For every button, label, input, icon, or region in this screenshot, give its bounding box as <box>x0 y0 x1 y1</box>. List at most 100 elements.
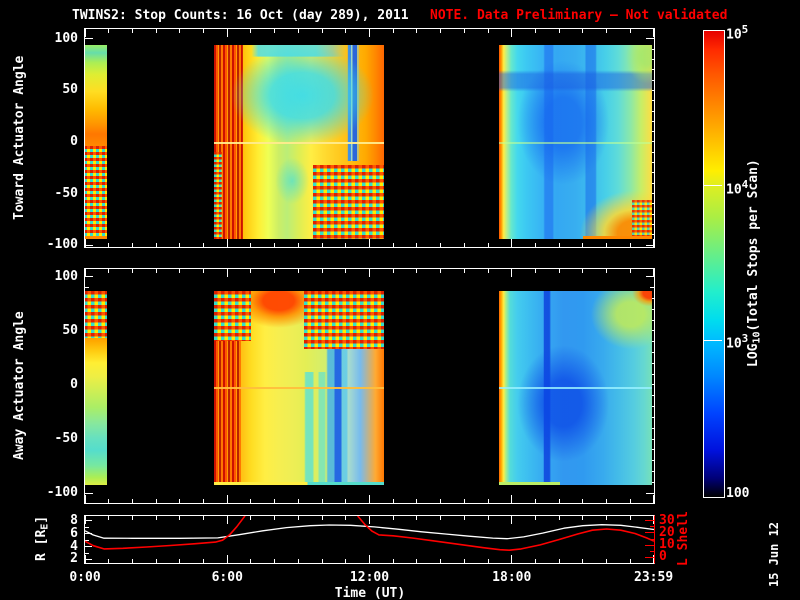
away-spectrogram-panel <box>84 268 655 504</box>
x-minor-tick <box>203 29 205 33</box>
x-minor-tick <box>582 29 584 33</box>
x-minor-tick <box>416 269 418 273</box>
x-minor-tick <box>606 559 608 563</box>
y-tick-label: -100 <box>46 485 78 501</box>
x-minor-tick <box>274 269 276 273</box>
y-major-tick <box>646 38 654 40</box>
y-major-tick <box>85 38 93 40</box>
x-minor-tick <box>131 516 133 520</box>
y-minor-tick <box>85 287 89 289</box>
x-minor-tick <box>131 243 133 247</box>
block-detail <box>583 236 653 239</box>
x-minor-tick <box>487 269 489 273</box>
x-major-tick <box>85 495 86 503</box>
x-major-tick <box>369 516 370 524</box>
spectrogram-data-block <box>499 291 653 485</box>
x-minor-tick <box>463 29 465 33</box>
x-minor-tick <box>392 499 394 503</box>
x-minor-tick <box>534 243 536 247</box>
colorbar-exponent: 4 <box>741 177 749 191</box>
x-minor-tick <box>416 29 418 33</box>
x-minor-tick <box>582 499 584 503</box>
x-minor-tick <box>179 499 181 503</box>
r-tick-label: 6 <box>70 525 78 541</box>
block-detail <box>213 482 385 485</box>
x-minor-tick <box>203 499 205 503</box>
x-minor-tick <box>392 516 394 520</box>
x-major-tick <box>511 516 513 524</box>
l-shell-line <box>356 516 654 552</box>
y-tick-label: -100 <box>46 237 78 253</box>
x-minor-tick <box>345 29 347 33</box>
x-minor-tick <box>534 559 536 563</box>
y-major-tick <box>646 492 654 494</box>
y-major-tick <box>85 276 93 278</box>
noise-region <box>85 145 108 237</box>
x-minor-tick <box>487 559 489 563</box>
colorbar-tick-label: 105 <box>726 23 749 43</box>
r-re-line <box>85 524 654 540</box>
x-minor-tick <box>203 243 205 247</box>
y-major-tick <box>646 244 654 246</box>
x-minor-tick <box>274 516 276 520</box>
x-major-tick <box>85 29 86 37</box>
noise-region <box>213 291 252 342</box>
x-minor-tick <box>179 269 181 273</box>
x-minor-tick <box>606 499 608 503</box>
y-tick-label: 0 <box>70 376 78 392</box>
l-minor-tick <box>650 550 654 552</box>
date-stamp: 15 Jun 12 <box>767 521 781 587</box>
x-minor-tick <box>487 29 489 33</box>
x-minor-tick <box>416 243 418 247</box>
x-tick-label: 23:59 <box>634 570 674 585</box>
y-tick-label: 100 <box>54 268 78 284</box>
y-tick-label: 0 <box>70 133 78 149</box>
x-minor-tick <box>392 559 394 563</box>
x-minor-tick <box>345 499 347 503</box>
x-minor-tick <box>108 243 110 247</box>
colorbar-tick <box>704 339 722 341</box>
colorbar-tick-label: 104 <box>726 177 749 197</box>
x-minor-tick <box>155 516 157 520</box>
x-major-tick <box>226 29 228 37</box>
x-minor-tick <box>274 243 276 247</box>
x-tick-label: 6:00 <box>211 570 243 585</box>
x-minor-tick <box>392 269 394 273</box>
x-minor-tick <box>321 559 323 563</box>
x-minor-tick <box>606 243 608 247</box>
x-minor-tick <box>274 559 276 563</box>
r-tick-label: 4 <box>70 538 78 554</box>
x-minor-tick <box>629 269 631 273</box>
x-minor-tick <box>463 499 465 503</box>
spectrogram-data-block <box>499 45 653 239</box>
x-minor-tick <box>155 29 157 33</box>
x-minor-tick <box>131 29 133 33</box>
x-minor-tick <box>392 243 394 247</box>
l-shell-line <box>85 516 246 550</box>
x-minor-tick <box>629 499 631 503</box>
l-minor-tick <box>650 526 654 528</box>
x-minor-tick <box>558 243 560 247</box>
x-minor-tick <box>203 559 205 563</box>
colorbar-axis-label: LOG10(Total Stops per Scan) <box>746 159 763 367</box>
x-minor-tick <box>345 559 347 563</box>
x-minor-tick <box>606 269 608 273</box>
x-minor-tick <box>131 499 133 503</box>
r-major-tick <box>85 558 92 560</box>
block-detail <box>499 387 653 390</box>
colorbar-exponent: 5 <box>741 23 749 36</box>
y-major-tick <box>85 492 93 494</box>
x-major-tick <box>653 269 654 277</box>
y-tick-label: 50 <box>62 82 78 98</box>
x-minor-tick <box>345 516 347 520</box>
x-tick-label: 0:00 <box>69 570 101 585</box>
x-minor-tick <box>155 559 157 563</box>
x-minor-tick <box>534 269 536 273</box>
x-minor-tick <box>345 269 347 273</box>
x-minor-tick <box>440 243 442 247</box>
x-minor-tick <box>440 29 442 33</box>
x-minor-tick <box>629 243 631 247</box>
x-minor-tick <box>534 516 536 520</box>
x-minor-tick <box>416 559 418 563</box>
